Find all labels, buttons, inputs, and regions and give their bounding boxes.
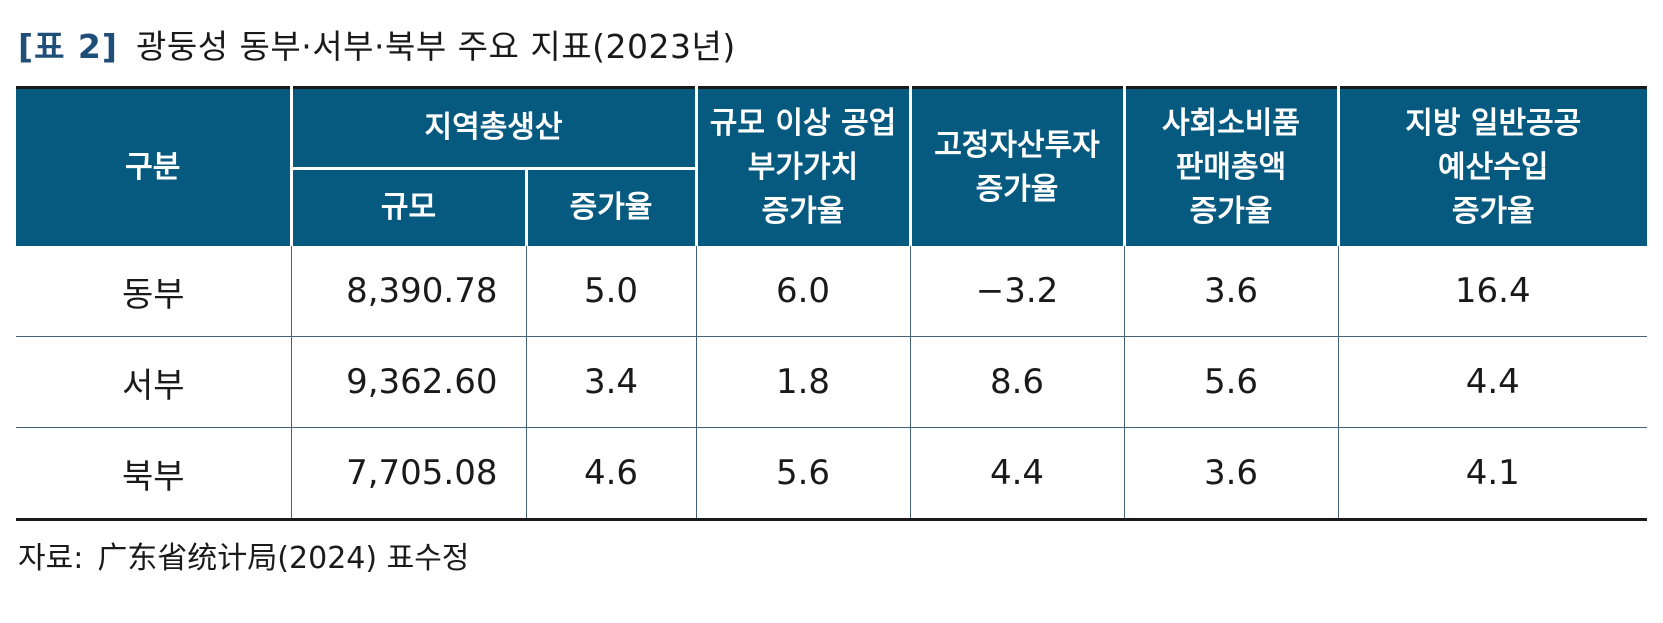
cell-budget-growth: 16.4 bbox=[1337, 246, 1647, 337]
header-industry-line2: 부가가치 bbox=[747, 149, 859, 185]
header-category-label: 구분 bbox=[125, 149, 181, 185]
header-grdp-size-label: 규모 bbox=[380, 190, 437, 225]
header-grdp-group: 지역총생산 bbox=[289, 86, 698, 170]
header-retail-line2: 판매총액 bbox=[1175, 149, 1287, 185]
header-budget-line2: 예산수입 bbox=[1438, 149, 1549, 185]
header-budget-line3: 증가율 bbox=[1451, 193, 1535, 229]
cell-grdp-growth: 4.6 bbox=[525, 427, 696, 521]
cell-budget-growth: 4.1 bbox=[1337, 427, 1647, 521]
cell-investment-growth: 8.6 bbox=[909, 336, 1124, 428]
cell-grdp-growth: 3.4 bbox=[525, 336, 696, 428]
table-title: [표 2] 광둥성 동부·서부·북부 주요 지표(2023년) bbox=[18, 18, 736, 70]
header-grdp-growth: 증가율 bbox=[524, 168, 698, 246]
source-label: 자료: bbox=[18, 541, 84, 576]
cell-region: 북부 bbox=[16, 427, 291, 521]
header-investment: 고정자산투자 증가율 bbox=[908, 86, 1126, 246]
cell-region: 서부 bbox=[16, 336, 291, 428]
header-retail-line1: 사회소비품 bbox=[1162, 105, 1300, 141]
header-budget-line1: 지방 일반공공 bbox=[1405, 105, 1582, 141]
source-note: 자료: 广东省统计局(2024) 표수정 bbox=[18, 530, 469, 580]
table-row-west: 서부 9,362.60 3.4 1.8 8.6 5.6 4.4 bbox=[16, 336, 1647, 428]
header-retail-line3: 증가율 bbox=[1189, 193, 1273, 229]
header-grdp-size: 규모 bbox=[291, 168, 528, 246]
header-investment-line2: 증가율 bbox=[975, 171, 1059, 207]
cell-industry-growth: 5.6 bbox=[695, 427, 910, 521]
cell-grdp-size: 7,705.08 bbox=[290, 427, 526, 521]
source-text: 广东省统计局(2024) 표수정 bbox=[97, 541, 470, 576]
header-row-sub: 규모 증가율 bbox=[16, 168, 1647, 246]
table-number-tag: [표 2] bbox=[18, 27, 118, 66]
table-row-north: 북부 7,705.08 4.6 5.6 4.4 3.6 4.1 bbox=[16, 427, 1647, 521]
header-investment-line1: 고정자산투자 bbox=[934, 127, 1100, 163]
indicator-table: 구분 지역총생산 규모 이상 공업 부가가치 증가율 고정자산투자 증가율 사회… bbox=[16, 86, 1647, 521]
cell-retail-growth: 3.6 bbox=[1123, 427, 1338, 521]
cell-industry-growth: 6.0 bbox=[695, 246, 910, 337]
table-title-text: 광둥성 동부·서부·북부 주요 지표(2023년) bbox=[135, 27, 736, 66]
header-industry-line1: 규모 이상 공업 bbox=[709, 105, 897, 141]
header-category: 구분 bbox=[16, 86, 293, 246]
cell-grdp-growth: 5.0 bbox=[525, 246, 696, 337]
header-industry-line3: 증가율 bbox=[761, 193, 845, 229]
cell-investment-growth: 4.4 bbox=[909, 427, 1124, 521]
cell-investment-growth: −3.2 bbox=[909, 246, 1124, 337]
table-row-east: 동부 8,390.78 5.0 6.0 −3.2 3.6 16.4 bbox=[16, 246, 1647, 337]
header-grdp-group-label: 지역총생산 bbox=[424, 110, 563, 145]
header-retail: 사회소비품 판매총액 증가율 bbox=[1122, 86, 1340, 246]
cell-region: 동부 bbox=[16, 246, 291, 337]
cell-grdp-size: 9,362.60 bbox=[290, 336, 526, 428]
cell-industry-growth: 1.8 bbox=[695, 336, 910, 428]
header-grdp-growth-label: 증가율 bbox=[569, 190, 653, 225]
cell-grdp-size: 8,390.78 bbox=[290, 246, 526, 337]
header-industry: 규모 이상 공업 부가가치 증가율 bbox=[694, 86, 912, 246]
cell-retail-growth: 3.6 bbox=[1123, 246, 1338, 337]
header-budget: 지방 일반공공 예산수입 증가율 bbox=[1336, 86, 1647, 246]
cell-budget-growth: 4.4 bbox=[1337, 336, 1647, 428]
header-row-top: 구분 지역총생산 규모 이상 공업 부가가치 증가율 고정자산투자 증가율 사회… bbox=[16, 86, 1647, 246]
cell-retail-growth: 5.6 bbox=[1123, 336, 1338, 428]
